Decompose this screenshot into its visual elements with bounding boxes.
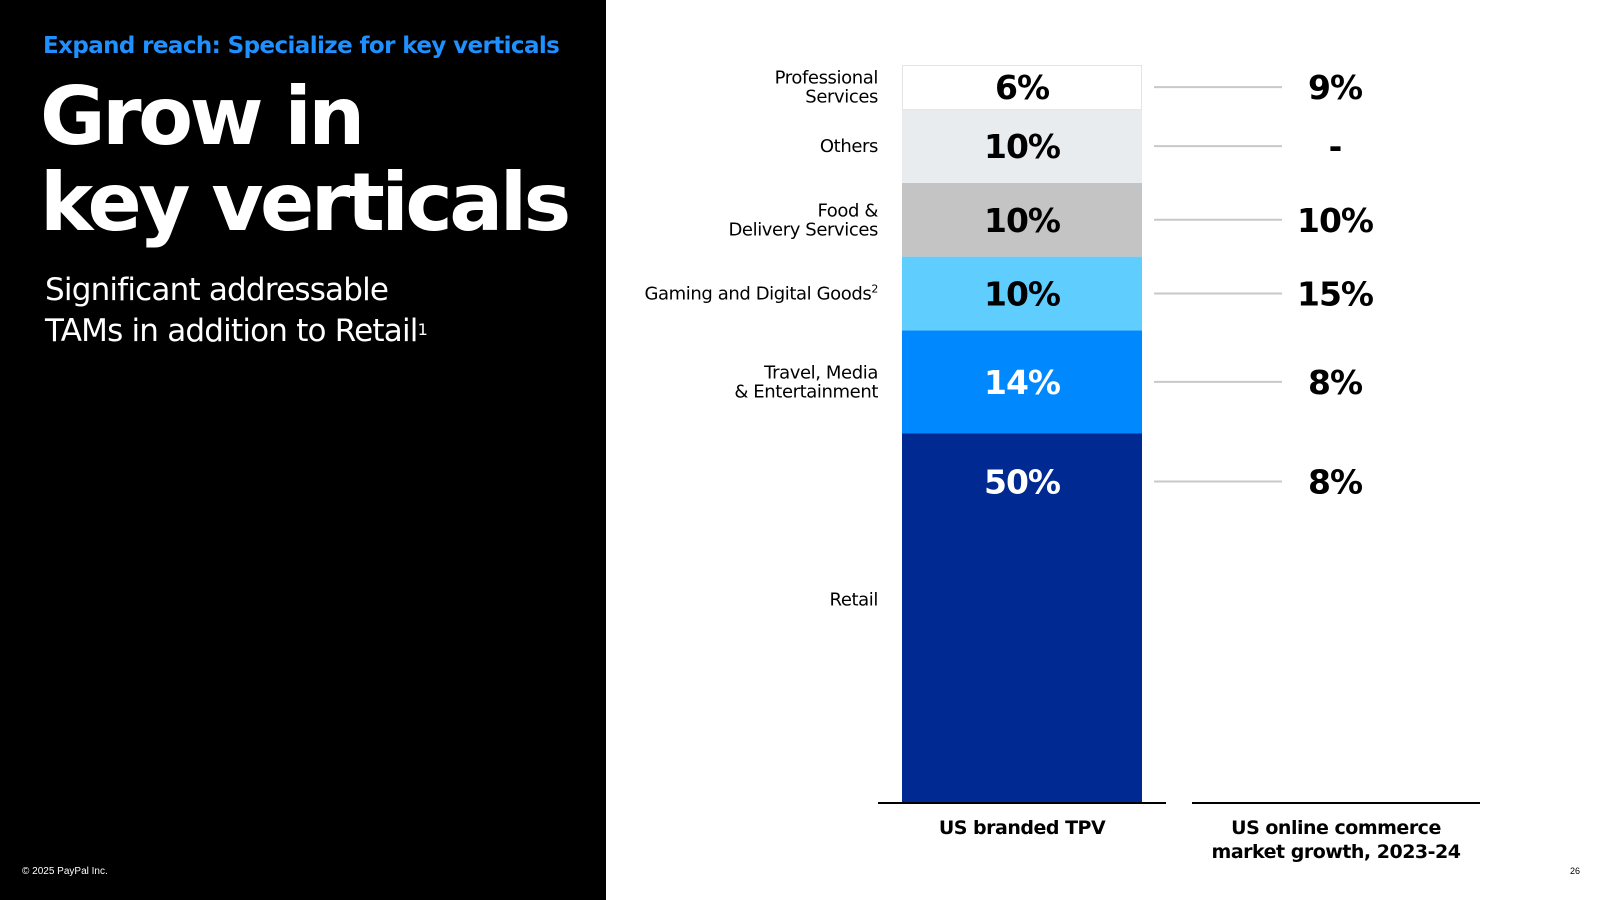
headline-line-2: key verticals xyxy=(40,156,571,249)
bar-segment-professional-services xyxy=(902,65,1142,110)
copyright: © 2025 PayPal Inc. xyxy=(22,866,108,877)
eyebrow-heading: Expand reach: Specialize for key vertica… xyxy=(43,33,560,59)
category-label-retail: Retail xyxy=(830,589,878,610)
category-label-line: Delivery Services xyxy=(728,219,878,240)
left-panel: Expand reach: Specialize for key vertica… xyxy=(0,0,606,900)
growth-value-travel-media-entertainment: 8% xyxy=(1308,363,1363,402)
segment-value-gaming-and-digital-goods: 10% xyxy=(984,274,1061,313)
top-segment-outline xyxy=(902,65,1142,111)
subheading-line-1: Significant addressable xyxy=(45,272,389,308)
growth-value-professional-services: 9% xyxy=(1308,68,1363,107)
segment-value-retail: 50% xyxy=(984,463,1061,502)
category-label-gaming-and-digital-goods: Gaming and Digital Goods2 xyxy=(644,282,878,304)
category-label-line: Food & xyxy=(817,200,878,221)
page-number: 26 xyxy=(1569,866,1580,876)
subheading-line-2-text: TAMs in addition to Retail xyxy=(45,313,418,349)
axis-title-line: US branded TPV xyxy=(939,817,1106,839)
growth-value-others: - xyxy=(1329,127,1342,166)
category-label-others: Others xyxy=(820,136,878,157)
category-footnote-marker: 2 xyxy=(871,282,878,295)
segment-value-professional-services: 6% xyxy=(995,68,1050,107)
category-label-line: Others xyxy=(820,136,878,157)
axis-title-line: US online commerce xyxy=(1231,817,1441,839)
axis-title-us-online-commerce-market-growth-2023-24: US online commerce market growth, 2023-24 xyxy=(1212,817,1461,863)
category-label-line: Retail xyxy=(830,589,878,610)
bar-segment-gaming-and-digital-goods xyxy=(902,256,1142,331)
category-label-food-delivery-services: Food & Delivery Services xyxy=(728,200,878,240)
category-label-line: Gaming and Digital Goods xyxy=(644,283,871,304)
stacked-bar-chart: 50% 8% Retail 14% 8% Travel, Media & Entertain… xyxy=(644,65,1480,863)
growth-value-retail: 8% xyxy=(1308,463,1363,502)
category-label-professional-services: Professional Services xyxy=(775,68,878,108)
bar-segment-travel-media-entertainment xyxy=(902,330,1142,434)
bar-segment-others xyxy=(902,109,1142,183)
bar-segment-retail xyxy=(902,433,1142,802)
subheading: Significant addressable TAMs in addition… xyxy=(45,270,428,352)
axis-title-line: market growth, 2023-24 xyxy=(1212,841,1461,863)
segment-value-travel-media-entertainment: 14% xyxy=(984,363,1061,402)
growth-value-gaming-and-digital-goods: 15% xyxy=(1297,274,1374,313)
headline: Grow in key verticals xyxy=(40,70,571,249)
category-label-line: Travel, Media xyxy=(763,362,878,383)
category-label-line: Services xyxy=(805,87,878,108)
bar-segment-food-delivery-services xyxy=(902,182,1142,257)
growth-value-food-delivery-services: 10% xyxy=(1297,201,1374,240)
footnote-marker: 1 xyxy=(417,320,428,339)
segment-value-food-delivery-services: 10% xyxy=(984,201,1061,240)
category-label-line: & Entertainment xyxy=(734,381,878,402)
subheading-line-2: TAMs in addition to Retail1 xyxy=(45,311,428,352)
category-label-line: Professional xyxy=(775,68,878,89)
category-label-travel-media-entertainment: Travel, Media & Entertainment xyxy=(734,362,878,402)
headline-line-1: Grow in xyxy=(40,70,365,163)
axis-title-us-branded-tpv: US branded TPV xyxy=(939,817,1106,839)
segment-value-others: 10% xyxy=(984,127,1061,166)
